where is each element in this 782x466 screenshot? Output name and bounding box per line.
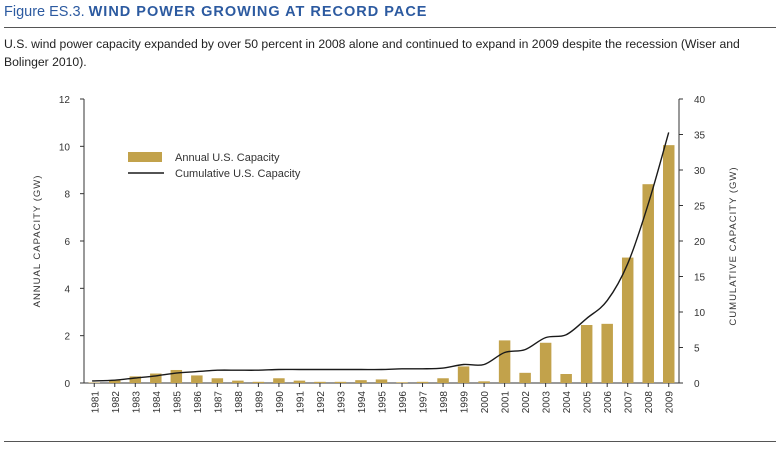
right-tick-label: 35 — [694, 131, 706, 142]
bar — [191, 375, 203, 383]
x-tick-label: 2004 — [562, 391, 573, 414]
right-tick-label: 20 — [694, 237, 706, 248]
x-tick-label: 1995 — [378, 391, 389, 414]
legend-bar-label: Annual U.S. Capacity — [175, 152, 280, 164]
x-tick-label: 2008 — [644, 391, 655, 414]
x-tick-label: 1990 — [275, 391, 286, 414]
x-tick-label: 2000 — [480, 391, 491, 414]
x-tick-label: 1982 — [111, 391, 122, 414]
bar — [211, 378, 224, 383]
bar — [642, 184, 654, 383]
x-tick-label: 1987 — [213, 391, 224, 414]
x-tick-label: 2006 — [603, 391, 614, 414]
x-tick-label: 1986 — [193, 391, 204, 414]
left-tick-label: 0 — [64, 379, 70, 390]
x-tick-label: 1994 — [357, 391, 368, 414]
right-tick-label: 5 — [694, 344, 700, 355]
bar — [662, 145, 675, 383]
x-tick-label: 1981 — [90, 391, 101, 414]
legend-bar-swatch — [128, 152, 162, 162]
left-tick-label: 10 — [59, 142, 71, 153]
bar — [273, 378, 285, 383]
x-tick-label: 2007 — [624, 391, 635, 414]
x-tick-label: 1988 — [234, 391, 245, 414]
bar — [457, 366, 470, 383]
bar — [396, 382, 408, 383]
bottom-rule — [4, 441, 776, 442]
right-tick-label: 0 — [694, 379, 700, 390]
bar — [580, 325, 593, 383]
bar — [129, 376, 142, 383]
cumulative-line — [91, 132, 670, 382]
figure-caption: U.S. wind power capacity expanded by ove… — [4, 37, 740, 69]
bar — [232, 380, 244, 383]
right-tick-label: 25 — [694, 202, 706, 213]
bar — [601, 323, 613, 383]
bar — [478, 381, 490, 383]
left-tick-label: 4 — [64, 284, 70, 295]
x-tick-label: 2009 — [665, 391, 676, 414]
bar — [519, 372, 531, 383]
left-tick-label: 12 — [59, 95, 71, 106]
right-tick-label: 10 — [694, 308, 706, 319]
x-tick-label: 2002 — [521, 391, 532, 414]
figure-title: WIND POWER GROWING AT RECORD PACE — [88, 4, 428, 20]
bar — [252, 381, 265, 383]
figure-label: Figure ES.3. — [4, 4, 85, 20]
x-tick-label: 1992 — [316, 391, 327, 414]
bar — [150, 373, 162, 383]
right-tick-label: 15 — [694, 273, 706, 284]
x-tick-label: 1999 — [460, 391, 471, 414]
legend-line-label: Cumulative U.S. Capacity — [175, 168, 301, 180]
left-tick-label: 8 — [64, 190, 70, 201]
right-tick-label: 40 — [694, 95, 706, 106]
x-tick-label: 1993 — [336, 391, 347, 414]
bar — [293, 380, 306, 383]
x-tick-label: 1984 — [152, 391, 163, 414]
x-tick-label: 1996 — [398, 391, 409, 414]
right-axis-title: CUMULATIVE CAPACITY (GW) — [728, 166, 739, 325]
top-rule — [4, 27, 776, 28]
right-tick-label: 30 — [694, 166, 706, 177]
bar — [314, 381, 326, 383]
bar — [560, 374, 572, 383]
bar — [355, 380, 367, 383]
x-tick-label: 2003 — [542, 391, 553, 414]
bar — [498, 340, 511, 383]
figure-heading: Figure ES.3. WIND POWER GROWING AT RECOR… — [4, 4, 427, 20]
bar — [109, 380, 121, 383]
left-tick-label: 2 — [64, 332, 70, 343]
bar — [334, 381, 347, 383]
bar — [375, 379, 388, 383]
left-tick-label: 6 — [64, 237, 70, 248]
x-tick-label: 1998 — [439, 391, 450, 414]
bar — [621, 257, 634, 383]
bar — [416, 381, 429, 383]
bar — [170, 369, 183, 383]
x-tick-label: 1997 — [419, 391, 430, 414]
x-tick-label: 2005 — [583, 391, 594, 414]
x-tick-label: 1983 — [131, 391, 142, 414]
bar — [539, 342, 552, 383]
bar — [437, 378, 449, 383]
x-tick-label: 1991 — [295, 391, 306, 414]
left-axis-title: ANNUAL CAPACITY (GW) — [32, 175, 43, 308]
x-tick-label: 1985 — [172, 391, 183, 414]
x-tick-label: 1989 — [254, 391, 265, 414]
x-tick-label: 2001 — [501, 391, 512, 414]
